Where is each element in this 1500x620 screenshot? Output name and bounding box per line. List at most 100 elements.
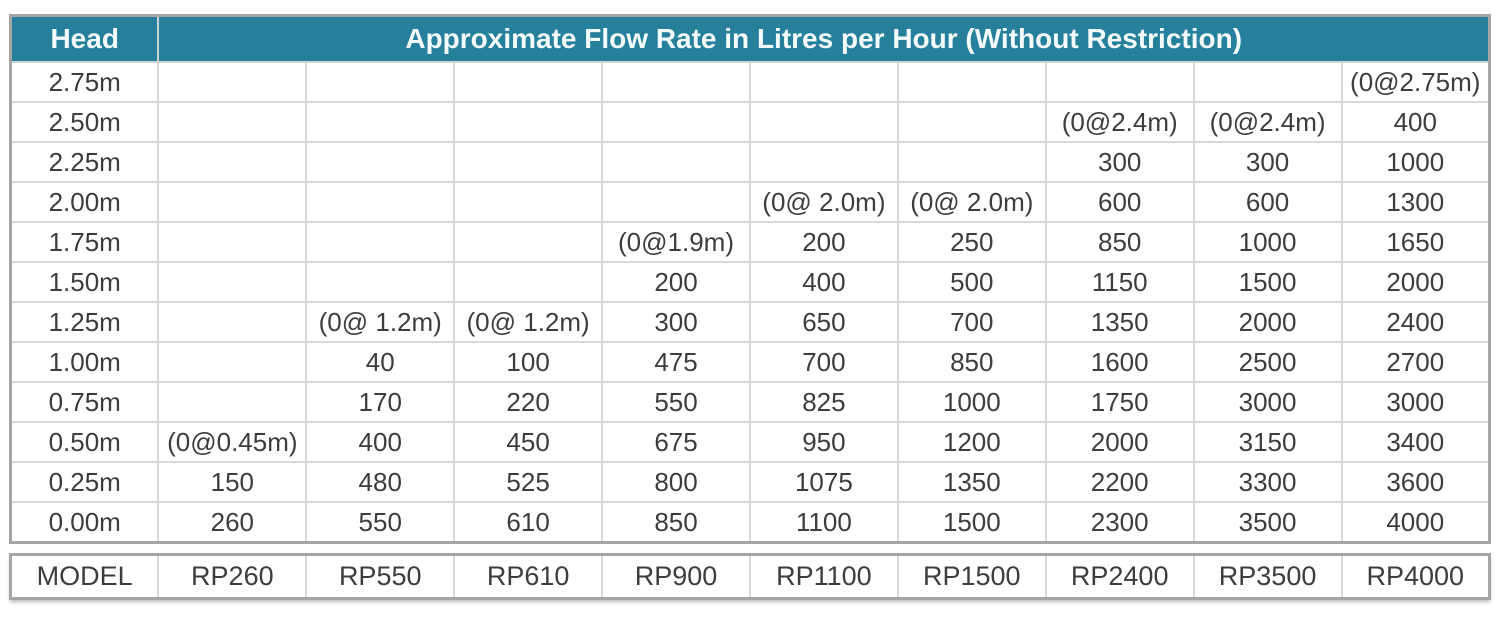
- table-row: 0.50m (0@0.45m) 400 450 675 950 1200 2000 3150 34…: [9, 421, 1491, 463]
- model-cell: RP610: [453, 553, 604, 600]
- flow-cell: 1000: [1340, 141, 1491, 183]
- flow-cell: 700: [748, 341, 899, 383]
- flow-cell: (0@2.4m): [1192, 101, 1343, 143]
- flow-cell: [601, 181, 751, 223]
- flow-cell: [157, 141, 308, 183]
- flow-cell: [157, 341, 308, 383]
- flow-cell: 3000: [1192, 381, 1343, 423]
- flow-cell: 850: [601, 501, 751, 544]
- head-cell: 1.50m: [9, 261, 160, 303]
- head-cell: 2.00m: [9, 181, 160, 223]
- flow-cell: (0@2.4m): [1044, 101, 1195, 143]
- flow-cell: 2200: [1044, 461, 1195, 503]
- flow-cell: 40: [305, 341, 456, 383]
- flow-cell: [453, 261, 604, 303]
- flow-cell: 480: [305, 461, 456, 503]
- flow-cell: 100: [453, 341, 604, 383]
- flow-cell: 500: [896, 261, 1047, 303]
- flow-cell: 3300: [1192, 461, 1343, 503]
- head-cell: 0.50m: [9, 421, 160, 463]
- flow-cell: [748, 101, 899, 143]
- flow-cell: 1200: [896, 421, 1047, 463]
- table-row: 1.00m 40 100 475 700 850 1600 2500 2700: [9, 341, 1491, 383]
- flow-cell: [157, 381, 308, 423]
- flow-cell: 150: [157, 461, 308, 503]
- model-cell: RP4000: [1340, 553, 1491, 600]
- flow-cell: 3000: [1340, 381, 1491, 423]
- flow-cell: 1000: [1192, 221, 1343, 263]
- flow-cell: [748, 141, 899, 183]
- flow-cell: 475: [601, 341, 751, 383]
- flow-cell: 2000: [1340, 261, 1491, 303]
- flow-cell: 950: [748, 421, 899, 463]
- flow-cell: 1650: [1340, 221, 1491, 263]
- model-cell: RP1500: [896, 553, 1047, 600]
- head-cell: 1.25m: [9, 301, 160, 343]
- flow-cell: 600: [1192, 181, 1343, 223]
- flow-cell: 300: [601, 301, 751, 343]
- flow-cell: 3500: [1192, 501, 1343, 544]
- head-cell: 2.50m: [9, 101, 160, 143]
- flow-cell: [453, 181, 604, 223]
- flow-cell: [453, 221, 604, 263]
- flow-cell: (0@0.45m): [157, 421, 308, 463]
- flow-cell: 170: [305, 381, 456, 423]
- flow-cell: 600: [1044, 181, 1195, 223]
- flow-cell: 1300: [1340, 181, 1491, 223]
- flow-cell: [305, 101, 456, 143]
- flow-cell: 1350: [896, 461, 1047, 503]
- flow-cell: [896, 61, 1047, 103]
- table-row: 0.25m 150 480 525 800 1075 1350 2200 3300 3600: [9, 461, 1491, 503]
- flow-cell: [1044, 61, 1195, 103]
- flow-cell: 2500: [1192, 341, 1343, 383]
- head-column-header: Head: [9, 14, 160, 63]
- head-cell: 2.75m: [9, 61, 160, 103]
- model-row-label: MODEL: [9, 553, 160, 600]
- flow-cell: 700: [896, 301, 1047, 343]
- flow-cell: 650: [748, 301, 899, 343]
- flow-cell: 200: [748, 221, 899, 263]
- flow-cell: 850: [1044, 221, 1195, 263]
- flow-cell: 3400: [1340, 421, 1491, 463]
- flow-cell: 300: [1192, 141, 1343, 183]
- flow-cell: 3150: [1192, 421, 1343, 463]
- table-row: 1.25m (0@ 1.2m) (0@ 1.2m) 300 650 700 1350 2000…: [9, 301, 1491, 343]
- model-cell: RP3500: [1192, 553, 1343, 600]
- flow-rate-page: Head Approximate Flow Rate in Litres per…: [9, 14, 1491, 600]
- table-row: 1.75m (0@1.9m) 200 250 850 1000 1650: [9, 221, 1491, 263]
- flow-cell: 450: [453, 421, 604, 463]
- head-cell: 2.25m: [9, 141, 160, 183]
- flow-cell: (0@ 1.2m): [453, 301, 604, 343]
- table-body: 2.75m (0@2.75m) 2.50m (0@2.4m) (0@2.4m) 400 2.…: [9, 61, 1491, 544]
- flow-cell: 800: [601, 461, 751, 503]
- flow-cell: 300: [1044, 141, 1195, 183]
- flow-cell: [896, 141, 1047, 183]
- flow-cell: 1075: [748, 461, 899, 503]
- flow-cell: 550: [601, 381, 751, 423]
- table-header: Head Approximate Flow Rate in Litres per…: [9, 14, 1491, 63]
- flow-cell: [305, 61, 456, 103]
- head-cell: 0.00m: [9, 501, 160, 544]
- flow-cell: 1000: [896, 381, 1047, 423]
- model-cell: RP900: [601, 553, 751, 600]
- flow-cell: [748, 61, 899, 103]
- flow-cell: 400: [748, 261, 899, 303]
- flow-cell: (0@1.9m): [601, 221, 751, 263]
- table-row: 0.75m 170 220 550 825 1000 1750 3000 3000: [9, 381, 1491, 423]
- flow-cell: [157, 261, 308, 303]
- flow-cell: 2400: [1340, 301, 1491, 343]
- table-row: 2.50m (0@2.4m) (0@2.4m) 400: [9, 101, 1491, 143]
- flow-cell: 2000: [1044, 421, 1195, 463]
- flow-cell: 1350: [1044, 301, 1195, 343]
- flow-cell: [157, 61, 308, 103]
- flow-cell: [1192, 61, 1343, 103]
- flow-cell: 1150: [1044, 261, 1195, 303]
- flow-cell: 4000: [1340, 501, 1491, 544]
- flow-cell: [601, 101, 751, 143]
- flow-cell: [157, 101, 308, 143]
- flow-cell: 1500: [896, 501, 1047, 544]
- table-row: 1.50m 200 400 500 1150 1500 2000: [9, 261, 1491, 303]
- table-row: 0.00m 260 550 610 850 1100 1500 2300 3500 4000: [9, 501, 1491, 544]
- flow-cell: (0@ 1.2m): [305, 301, 456, 343]
- flow-cell: (0@2.75m): [1340, 61, 1491, 103]
